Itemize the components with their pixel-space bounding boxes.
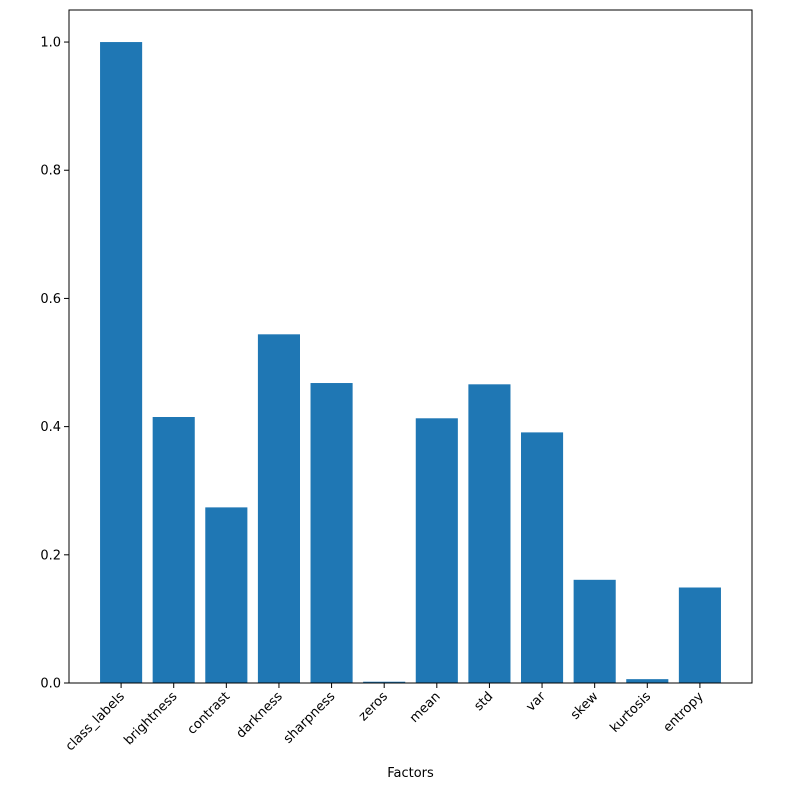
x-tick-label: skew xyxy=(568,689,602,723)
y-tick-label: 0.4 xyxy=(40,420,61,435)
x-tick-label: kurtosis xyxy=(608,689,655,736)
bar-darkness xyxy=(257,334,300,683)
x-tick-label: contrast xyxy=(185,689,234,738)
x-tick-label: zeros xyxy=(356,689,391,724)
bar-brightness xyxy=(152,417,195,683)
y-axis: 0.0 0.2 0.4 0.6 0.8 1.0 xyxy=(40,36,69,692)
y-tick-label: 0.6 xyxy=(40,292,61,307)
bar-entropy xyxy=(678,587,721,683)
bar-class-labels xyxy=(100,42,143,684)
x-tick-label: class_labels xyxy=(63,689,128,754)
bar-sharpness xyxy=(310,383,353,683)
bar-skew xyxy=(573,579,616,683)
bar-var xyxy=(521,432,564,683)
y-tick-label: 0.8 xyxy=(40,164,61,179)
bar-contrast xyxy=(205,507,248,683)
x-tick-label: mean xyxy=(407,689,444,726)
x-axis-label: Factors xyxy=(387,766,434,781)
x-tick-label: entropy xyxy=(661,689,707,735)
x-tick-label: var xyxy=(523,689,549,715)
y-tick-label: 0.0 xyxy=(40,677,61,692)
bars-layer xyxy=(100,42,721,684)
x-tick-label: std xyxy=(471,689,496,714)
y-tick-label: 1.0 xyxy=(40,36,61,51)
x-tick-label: brightness xyxy=(121,689,180,748)
bar-zeros xyxy=(363,681,406,683)
bar-kurtosis xyxy=(626,679,669,683)
plot-frame xyxy=(68,9,753,684)
bar-std xyxy=(468,384,511,683)
x-tick-label: darkness xyxy=(234,689,286,741)
y-tick-label: 0.2 xyxy=(40,548,61,563)
bar-mean xyxy=(415,418,458,683)
x-tick-label: sharpness xyxy=(281,689,339,747)
